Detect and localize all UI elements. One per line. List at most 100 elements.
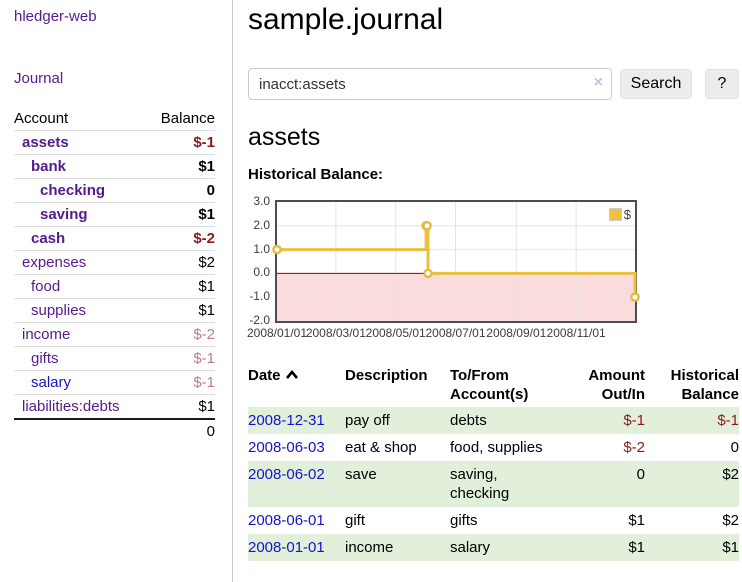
sidebar-account-link[interactable]: bank xyxy=(31,158,67,175)
transaction-balance: $-1 xyxy=(717,412,739,429)
transaction-balance: $2 xyxy=(722,466,739,483)
account-heading: assets xyxy=(248,123,321,151)
transaction-date-link[interactable]: 2008-06-02 xyxy=(248,466,325,483)
transaction-description: gift xyxy=(345,512,366,529)
transaction-accounts: gifts xyxy=(450,512,478,529)
y-tick-label: 3.0 xyxy=(253,194,270,208)
accounts-total-value: 0 xyxy=(206,423,215,440)
register-header-date[interactable]: Date xyxy=(248,364,345,407)
y-tick-label: -1.0 xyxy=(249,289,270,304)
account-balance: $-2 xyxy=(193,326,215,343)
y-tick-label: 1.0 xyxy=(253,241,270,256)
account-balance: $1 xyxy=(198,302,215,319)
chart-y-axis-labels: 3.0 2.0 1.0 0.0 -1.0 -2.0 xyxy=(244,195,270,327)
transaction-date-link[interactable]: 2008-06-03 xyxy=(248,439,325,456)
accounts-table: Account Balance assets $-1 bank $1 checking 0… xyxy=(14,106,215,443)
sidebar-account-link[interactable]: income xyxy=(22,326,71,343)
transaction-description: save xyxy=(345,466,377,483)
register-row: 2008-06-01 gift gifts $1 $2 xyxy=(248,507,739,534)
x-tick-label: 2008/01/01 xyxy=(246,326,308,340)
app-title-link[interactable]: hledger-web xyxy=(14,8,97,25)
account-balance: 0 xyxy=(206,182,215,199)
transaction-amount: 0 xyxy=(636,466,645,483)
transaction-amount: $1 xyxy=(628,512,645,529)
sidebar-account-link[interactable]: saving xyxy=(40,206,88,223)
account-balance: $1 xyxy=(198,398,215,415)
help-button[interactable]: ? xyxy=(705,69,739,99)
account-balance: $-1 xyxy=(193,134,215,151)
sidebar-account-link[interactable]: gifts xyxy=(31,350,59,367)
transaction-amount: $1 xyxy=(628,539,645,556)
sidebar: hledger-web Journal Account Balance asse… xyxy=(0,0,233,582)
sidebar-account-link[interactable]: salary xyxy=(31,374,72,391)
transaction-amount: $-1 xyxy=(623,412,645,429)
chart-canvas xyxy=(272,202,640,321)
account-balance: $1 xyxy=(198,206,215,223)
transaction-accounts: salary xyxy=(450,539,491,556)
account-row: bank $1 xyxy=(14,154,215,179)
page-title: sample.journal xyxy=(248,3,444,36)
x-tick-label: 2008/03/01 xyxy=(305,326,366,340)
transaction-balance: 0 xyxy=(730,439,739,456)
account-row: supplies $1 xyxy=(14,298,215,323)
account-row: checking 0 xyxy=(14,178,215,203)
legend-label: $ xyxy=(623,207,631,222)
account-balance: $2 xyxy=(198,254,215,271)
accounts-table-header: Account Balance xyxy=(14,106,215,131)
sidebar-account-link[interactable]: supplies xyxy=(31,302,87,319)
sidebar-account-link[interactable]: assets xyxy=(22,134,69,151)
transaction-date-link[interactable]: 2008-12-31 xyxy=(248,412,325,429)
accounts-header-balance: Balance xyxy=(160,110,215,127)
sidebar-item-journal[interactable]: Journal xyxy=(14,70,64,87)
account-balance: $-1 xyxy=(193,374,215,391)
search-bar: × Search ? xyxy=(248,68,739,100)
register-row: 2008-12-31 pay off debts $-1 $-1 xyxy=(248,407,739,434)
register-header-description: Description xyxy=(345,367,428,384)
x-tick-label: 2008/05/01 xyxy=(365,326,426,340)
register-table: Date Description To/From Account(s) Amou… xyxy=(248,364,739,561)
account-balance: $1 xyxy=(198,278,215,295)
x-tick-label: 2008/09/01 xyxy=(486,326,547,340)
sidebar-account-link[interactable]: food xyxy=(31,278,61,295)
sidebar-account-link[interactable]: expenses xyxy=(22,254,87,271)
chart-plot[interactable]: $ xyxy=(272,200,640,323)
register-header-amount: Amount Out/In xyxy=(588,367,645,403)
transaction-balance: $2 xyxy=(722,512,739,529)
transaction-description: income xyxy=(345,539,394,556)
transaction-amount: $-2 xyxy=(623,439,645,456)
chart-x-axis-labels: 2008/01/01 2008/03/01 2008/05/01 2008/07/01… xyxy=(247,323,637,340)
transaction-accounts: debts xyxy=(450,412,487,429)
register-row: 2008-01-01 income salary $1 $1 xyxy=(248,534,739,561)
transaction-description: pay off xyxy=(345,412,390,429)
transaction-description: eat & shop xyxy=(345,439,417,456)
account-row: cash $-2 xyxy=(14,226,215,251)
search-input[interactable] xyxy=(248,68,612,100)
transaction-balance: $1 xyxy=(722,539,739,556)
account-balance: $-2 xyxy=(193,230,215,247)
transaction-date-link[interactable]: 2008-01-01 xyxy=(248,539,325,556)
register-header-row: Date Description To/From Account(s) Amou… xyxy=(248,364,739,407)
sidebar-account-link[interactable]: cash xyxy=(31,230,66,247)
account-row: food $1 xyxy=(14,274,215,299)
register-row: 2008-06-03 eat & shop food, supplies $-2 0 xyxy=(248,434,739,461)
search-button[interactable]: Search xyxy=(620,69,692,99)
sidebar-account-link[interactable]: liabilities:debts xyxy=(22,398,120,415)
historical-balance-chart: 3.0 2.0 1.0 0.0 -1.0 -2.0 $ 2008/01/01 2008/03… xyxy=(247,195,641,340)
main-content: sample.journal × Search ? assets Histori… xyxy=(233,0,742,582)
legend-colorbox-icon xyxy=(608,208,622,221)
account-row: saving $1 xyxy=(14,202,215,227)
transaction-date-link[interactable]: 2008-06-01 xyxy=(248,512,325,529)
y-tick-label: 0.0 xyxy=(253,265,270,280)
register-header-accounts: To/From Account(s) xyxy=(450,367,529,403)
account-row: assets $-1 xyxy=(14,130,215,155)
account-row: income $-2 xyxy=(14,322,215,347)
account-row: expenses $2 xyxy=(14,250,215,275)
clear-search-icon[interactable]: × xyxy=(593,74,603,91)
sort-ascending-icon xyxy=(285,369,298,379)
x-tick-label: 2008/11/01 xyxy=(546,326,606,340)
account-row: gifts $-1 xyxy=(14,346,215,371)
chart-legend: $ xyxy=(608,207,631,222)
sidebar-account-link[interactable]: checking xyxy=(40,182,106,199)
y-tick-label: 2.0 xyxy=(253,217,270,232)
